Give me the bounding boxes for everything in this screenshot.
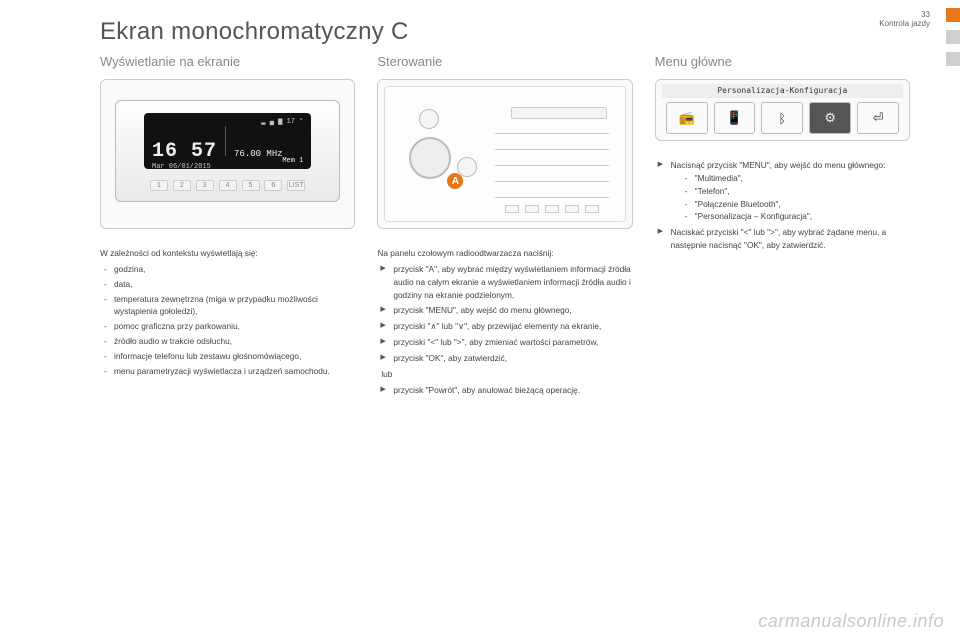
lcd-status: ▂ ▄ ▆ 17 ° — [152, 117, 303, 126]
list-item: "Telefon", — [683, 185, 910, 198]
list-item: przyciski "∧" lub "∨", aby przewijać ele… — [377, 320, 632, 333]
subhead-controls: Sterowanie — [377, 54, 632, 69]
list-item: "Multimedia", — [683, 172, 910, 185]
list-item: informacje telefonu lub zestawu głośnomó… — [100, 350, 355, 363]
menu-icon-settings: ⚙ — [809, 102, 851, 134]
list-item: godzina, — [100, 263, 355, 276]
menu-icon-radio: 📻 — [666, 102, 708, 134]
subhead-menu: Menu główne — [655, 54, 910, 69]
list-item: temperatura zewnętrzna (miga w przypadku… — [100, 293, 355, 319]
panel-knob — [409, 137, 451, 179]
right-body: Nacisnąć przycisk "MENU", aby wejść do m… — [655, 159, 910, 252]
panel-slot — [511, 107, 607, 119]
watermark: carmanualsonline.info — [758, 611, 944, 632]
list-item: "Połączenie Bluetooth", — [683, 198, 910, 211]
column-menu: Menu główne Personalizacja-Konfiguracja … — [655, 54, 910, 400]
page-header: 33 Kontrola jazdy — [879, 10, 930, 28]
list-item: źródło audio w trakcie odsłuchu, — [100, 335, 355, 348]
paragraph: W zależności od kontekstu wyświetlają si… — [100, 247, 355, 260]
list-item: przycisk "Powrót", aby anulować bieżącą … — [377, 384, 632, 397]
figure-menu: Personalizacja-Konfiguracja 📻 📱 ᛒ ⚙ ⏎ — [655, 79, 910, 141]
preset-row: 1 2 3 4 5 6 LIST — [150, 180, 305, 191]
list-item: data, — [100, 278, 355, 291]
panel-button — [419, 109, 439, 129]
lcd-freq: 76.00 MHz — [234, 149, 283, 161]
column-controls: Sterowanie A Na panelu czołowym — [377, 54, 632, 400]
preset-btn: 3 — [196, 180, 214, 191]
section-label: Kontrola jazdy — [879, 19, 930, 28]
figure-panel: A — [377, 79, 632, 229]
menu-icon-phone: 📱 — [714, 102, 756, 134]
preset-btn: LIST — [287, 180, 305, 191]
lcd-mem: Mem 1 — [282, 157, 303, 165]
menu-icon-return: ⏎ — [857, 102, 899, 134]
list-item: "Personalizacja – Konfiguracja", — [683, 210, 910, 223]
panel-button-a — [457, 157, 477, 177]
preset-btn: 1 — [150, 180, 168, 191]
side-tab — [946, 30, 960, 44]
column-display: Wyświetlanie na ekranie ▂ ▄ ▆ 17 ° 16 57… — [100, 54, 355, 400]
side-tab — [946, 52, 960, 66]
preset-btn: 2 — [173, 180, 191, 191]
preset-btn: 6 — [264, 180, 282, 191]
list-item: Naciskać przyciski "<" lub ">", aby wybr… — [655, 226, 910, 252]
or-label: lub — [377, 368, 632, 381]
left-body: W zależności od kontekstu wyświetlają si… — [100, 247, 355, 378]
side-tab-accent — [946, 8, 960, 22]
preset-btn: 4 — [219, 180, 237, 191]
lcd-date: Mar 06/01/2015 — [152, 163, 217, 171]
page-number: 33 — [879, 10, 930, 19]
figure-display: ▂ ▄ ▆ 17 ° 16 57 Mar 06/01/2015 76.00 MH… — [100, 79, 355, 229]
list-item: pomoc graficzna przy parkowaniu, — [100, 320, 355, 333]
config-title: Personalizacja-Konfiguracja — [662, 84, 903, 98]
list-item: przycisk "A", aby wybrać między wyświetl… — [377, 263, 632, 302]
marker-a-icon: A — [447, 173, 463, 189]
preset-btn: 5 — [242, 180, 260, 191]
list-item: menu parametryzacji wyświetlacza i urząd… — [100, 365, 355, 378]
menu-icon-bluetooth: ᛒ — [761, 102, 803, 134]
center-body: Na panelu czołowym radioodtwarzacza naci… — [377, 247, 632, 397]
list-item: przyciski "<" lub ">", aby zmieniać wart… — [377, 336, 632, 349]
paragraph: Na panelu czołowym radioodtwarzacza naci… — [377, 247, 632, 260]
step-text: Nacisnąć przycisk "MENU", aby wejść do m… — [671, 160, 886, 170]
list-item: przycisk "OK", aby zatwierdzić, — [377, 352, 632, 365]
lcd-time: 16 57 — [152, 140, 217, 163]
list-item: Nacisnąć przycisk "MENU", aby wejść do m… — [655, 159, 910, 223]
list-item: przycisk "MENU", aby wejść do menu główn… — [377, 304, 632, 317]
subhead-display: Wyświetlanie na ekranie — [100, 54, 355, 69]
page-title: Ekran monochromatyczny C — [100, 18, 910, 46]
